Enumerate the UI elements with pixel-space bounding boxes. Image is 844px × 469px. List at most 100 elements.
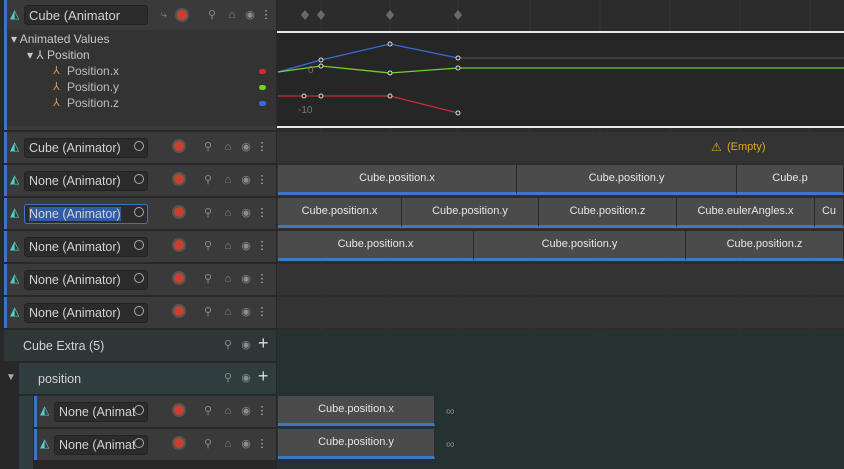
curve-axis-label: 0 [308,65,314,76]
record-button[interactable] [172,139,186,153]
record-button[interactable] [172,205,186,219]
menu-icon[interactable]: ⋮ [256,207,268,219]
menu-icon[interactable]: ⋮ [256,141,268,153]
mute-icon[interactable]: ⌂ [224,306,232,318]
mute-icon[interactable]: ⌂ [224,207,232,219]
track-binding-field[interactable]: Cube (Animator [24,5,148,25]
lock-icon[interactable]: ⚲ [207,9,217,21]
eye-icon[interactable]: ◉ [241,339,251,351]
record-button[interactable] [172,271,186,285]
clip[interactable]: Cube.p [737,165,844,195]
add-button[interactable]: + [258,333,269,353]
clip[interactable]: Cu [815,198,844,228]
mute-icon[interactable]: ⌂ [224,273,232,285]
menu-icon[interactable]: ⋮ [256,174,268,186]
clip[interactable]: Cube.position.y [517,165,737,195]
curve-toggle[interactable]: ⤷ [160,9,168,21]
track-name: None (Animator) [29,273,121,287]
eye-icon[interactable]: ◉ [241,174,251,186]
clip[interactable]: Cube.position.z [686,231,844,261]
eye-icon[interactable]: ◉ [241,273,251,285]
clip[interactable]: Cube.position.x [278,231,474,261]
object-picker[interactable] [134,405,144,415]
eye-icon[interactable]: ◉ [241,405,251,417]
eye-icon[interactable]: ◉ [241,141,251,153]
eye-icon[interactable]: ◉ [241,438,251,450]
record-button[interactable] [172,304,186,318]
track-binding-field[interactable]: None (Animator) [24,303,148,323]
mute-icon[interactable]: ⌂ [224,405,232,417]
menu-icon[interactable]: ⋮ [256,405,268,417]
menu-icon[interactable]: ⋮ [256,306,268,318]
object-picker[interactable] [134,141,144,151]
group-header: Cube Extra (5) ⚲ ◉ + [4,330,276,361]
object-picker[interactable] [134,438,144,448]
animated-values-label: ▾ Animated Values [11,32,110,46]
object-picker[interactable] [134,174,144,184]
track-strip [34,396,37,427]
track-binding-field[interactable]: None (Animat [54,402,148,422]
lock-icon[interactable]: ⚲ [223,339,233,351]
clip[interactable]: Cube.position.z [539,198,677,228]
mute-icon[interactable]: ⌂ [224,174,232,186]
eye-icon[interactable]: ◉ [241,372,251,384]
curve-z [277,43,459,73]
object-picker[interactable] [134,240,144,250]
menu-icon[interactable]: ⋮ [256,240,268,252]
lock-icon[interactable]: ⚲ [203,405,213,417]
eye-icon[interactable]: ◉ [241,306,251,318]
lock-icon[interactable]: ⚲ [203,174,213,186]
eye-icon[interactable]: ◉ [241,207,251,219]
track-header: ◭ None (Animat ⚲ ⌂ ◉ ⋮ [34,429,276,460]
object-picker[interactable] [134,306,144,316]
clip[interactable]: Cube.position.y [278,429,435,459]
record-button[interactable] [175,8,189,22]
track-binding-field[interactable]: None (Animator) [24,237,148,257]
object-picker[interactable] [134,273,144,283]
clip[interactable]: Cube.position.y [474,231,686,261]
track-binding-field[interactable]: None (Animator) [24,270,148,290]
animated-values-text: Animated Values [19,32,110,46]
curve-key [455,65,461,71]
track-binding-field[interactable]: None (Animator) [24,204,148,224]
menu-icon[interactable]: ⋮ [256,438,268,450]
lock-icon[interactable]: ⚲ [203,306,213,318]
track-icon: ◭ [10,172,20,186]
mute-icon[interactable]: ⌂ [224,438,232,450]
mute-icon[interactable]: ⌂ [224,141,232,153]
record-button[interactable] [172,172,186,186]
clip[interactable]: Cube.position.x [278,396,435,426]
lock-icon[interactable]: ⚲ [203,240,213,252]
record-button[interactable] [172,436,186,450]
curve-key [387,70,393,76]
eye-icon[interactable]: ◉ [241,240,251,252]
lock-icon[interactable]: ⚲ [203,141,213,153]
fold-arrow[interactable]: ▼ [6,372,16,383]
record-button[interactable] [172,238,186,252]
eye-icon[interactable]: ◉ [245,9,255,21]
keyframe-row [301,10,462,20]
menu-icon[interactable]: ⋮ [260,9,272,21]
track-binding-field[interactable]: Cube (Animator) [24,138,148,158]
menu-icon[interactable]: ⋮ [256,273,268,285]
lock-icon[interactable]: ⚲ [203,207,213,219]
lock-icon[interactable]: ⚲ [203,273,213,285]
mute-icon[interactable]: ⌂ [224,240,232,252]
clip[interactable]: Cube.position.x [278,165,517,195]
track-binding-field[interactable]: None (Animat [54,435,148,455]
clip[interactable]: Cube.eulerAngles.x [677,198,815,228]
clip[interactable]: Cube.position.x [278,198,402,228]
lock-icon[interactable]: ⚲ [223,372,233,384]
curve-list: ⅄ Position.x ⅄ Position.y ⅄ Position.z [53,64,275,124]
track-strip [4,132,7,163]
track-binding-field[interactable]: None (Animator) [24,171,148,191]
curve-name: Position.y [67,80,120,94]
lock-icon[interactable]: ⚲ [203,438,213,450]
object-picker[interactable] [134,207,144,217]
track-strip [34,429,37,460]
add-button[interactable]: + [258,366,269,386]
record-button[interactable] [172,403,186,417]
clip[interactable]: Cube.position.y [402,198,539,228]
infinite-icon: ∞ [446,404,455,418]
mute-icon[interactable]: ⌂ [228,9,236,21]
